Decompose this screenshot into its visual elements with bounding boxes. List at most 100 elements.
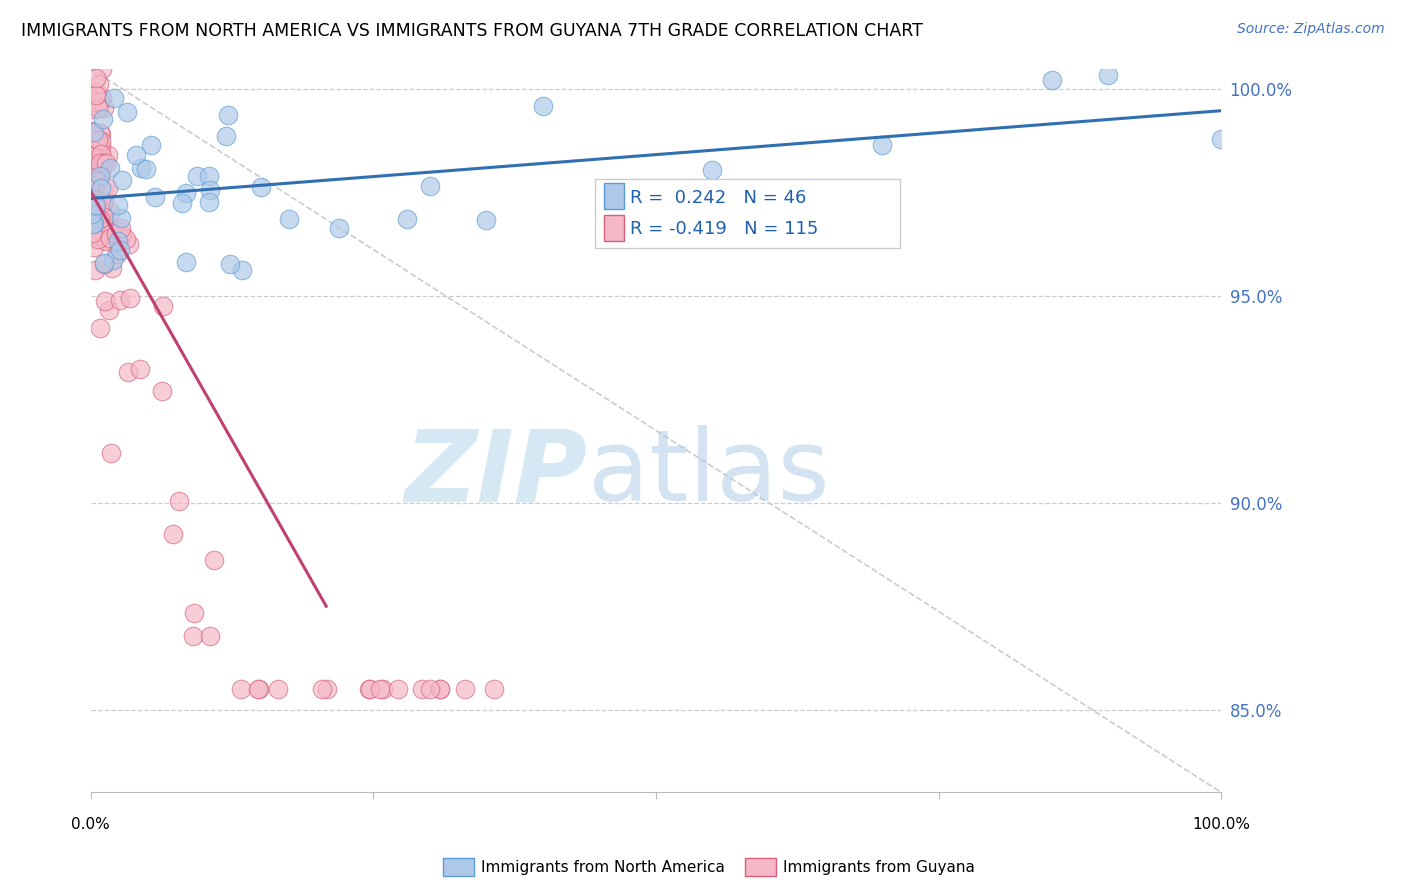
Point — [87, 138, 110, 153]
Point — [86, 209, 108, 223]
Point — [453, 681, 475, 696]
Point — [80, 95, 103, 109]
Point — [82, 201, 104, 215]
Point — [83, 125, 105, 139]
Point — [91, 197, 114, 211]
Point — [396, 211, 419, 226]
Point — [90, 146, 112, 161]
Point — [97, 148, 120, 162]
Point — [89, 320, 111, 334]
Point — [1097, 68, 1119, 82]
Point — [82, 148, 104, 162]
Point — [98, 161, 121, 175]
Point — [107, 198, 129, 212]
Point — [93, 194, 115, 209]
Point — [246, 681, 269, 696]
Point — [1211, 132, 1233, 146]
Point — [219, 257, 242, 271]
Point — [86, 174, 108, 188]
Point — [80, 161, 103, 175]
Point — [93, 255, 115, 269]
Point — [94, 234, 117, 248]
Point — [101, 261, 124, 276]
Point — [174, 186, 197, 200]
Point — [91, 206, 114, 220]
Point — [84, 88, 107, 103]
Point — [82, 124, 104, 138]
Point — [357, 681, 380, 696]
Point — [89, 94, 111, 108]
Point — [247, 681, 270, 696]
Point — [91, 211, 114, 225]
Point — [411, 681, 433, 696]
Point — [429, 681, 451, 696]
Point — [429, 681, 451, 696]
Point — [870, 137, 893, 152]
Point — [89, 212, 111, 227]
Point — [215, 128, 238, 143]
Point — [82, 141, 104, 155]
Point — [131, 161, 153, 175]
Point — [84, 164, 107, 178]
Point — [419, 179, 441, 194]
Point — [83, 102, 105, 116]
Point — [110, 293, 132, 308]
Point — [1040, 73, 1063, 87]
Point — [83, 216, 105, 230]
Text: atlas: atlas — [588, 425, 830, 523]
Point — [93, 210, 115, 224]
Point — [107, 234, 129, 248]
Point — [84, 198, 107, 212]
Point — [170, 195, 193, 210]
Point — [101, 226, 124, 240]
Point — [198, 169, 221, 184]
Point — [82, 208, 104, 222]
Point — [84, 176, 107, 190]
Point — [531, 99, 554, 113]
Point — [316, 681, 339, 696]
Point — [87, 194, 110, 208]
Point — [87, 77, 110, 91]
Point — [162, 527, 184, 541]
Point — [89, 169, 111, 184]
Point — [108, 244, 131, 258]
Point — [117, 365, 139, 379]
Point — [87, 229, 110, 244]
Point — [89, 162, 111, 177]
Point — [143, 189, 166, 203]
Point — [482, 681, 505, 696]
Point — [174, 255, 197, 269]
Point — [118, 236, 141, 251]
Point — [98, 231, 121, 245]
Point — [387, 681, 409, 696]
Point — [93, 257, 115, 271]
Point — [129, 361, 152, 376]
Point — [475, 212, 498, 227]
Point — [83, 240, 105, 254]
Point — [267, 681, 290, 696]
Point — [90, 128, 112, 142]
Point — [84, 199, 107, 213]
Point — [84, 71, 107, 86]
Point — [150, 384, 173, 398]
Point — [702, 163, 724, 178]
Point — [90, 138, 112, 153]
Point — [86, 85, 108, 99]
Point — [82, 226, 104, 240]
Point — [80, 207, 103, 221]
Text: Immigrants from Guyana: Immigrants from Guyana — [783, 860, 974, 874]
Point — [371, 681, 394, 696]
Point — [118, 291, 141, 305]
Point — [110, 220, 132, 235]
Point — [328, 221, 350, 235]
Text: Immigrants from North America: Immigrants from North America — [481, 860, 724, 874]
Point — [202, 553, 225, 567]
Point — [370, 681, 392, 696]
Point — [90, 147, 112, 161]
Point — [89, 140, 111, 154]
Point — [103, 252, 125, 267]
Point — [114, 232, 136, 246]
Point — [419, 681, 441, 696]
Point — [83, 192, 105, 206]
Point — [103, 91, 125, 105]
